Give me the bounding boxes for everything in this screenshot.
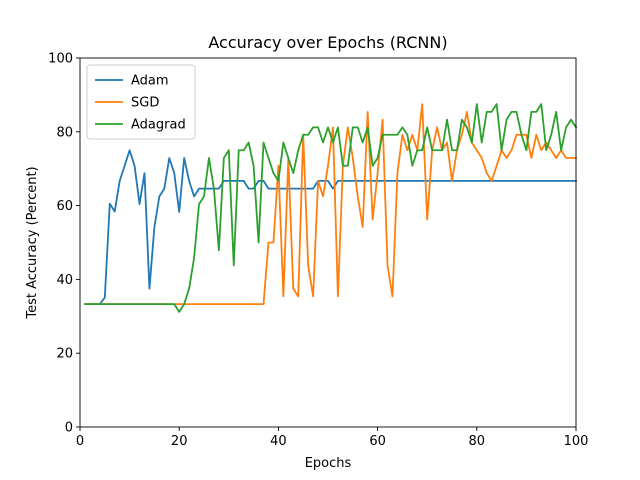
x-axis-title: Epochs: [305, 456, 352, 471]
x-tick-label: 80: [469, 434, 486, 449]
y-axis-title: Test Accuracy (Percent): [25, 166, 40, 319]
y-tick-label: 80: [56, 125, 73, 140]
x-tick-label: 100: [564, 434, 589, 449]
x-tick-label: 0: [76, 434, 84, 449]
axes-frame: [79, 57, 577, 428]
series-line-adam: [84, 149, 577, 306]
x-tick-label: 20: [171, 434, 188, 449]
legend-label-adam: Adam: [131, 74, 169, 89]
y-tick-label: 60: [56, 199, 73, 214]
series-lines: [84, 103, 578, 313]
axis-ticks: 0 20 40 60 80 100 0 20 40 60 80 100: [48, 52, 588, 450]
x-tick-label: 40: [270, 434, 287, 449]
series-line-adagrad: [84, 103, 578, 313]
x-tick-label: 60: [369, 434, 386, 449]
legend: Adam SGD Adagrad: [86, 64, 196, 140]
y-tick-label: 40: [56, 273, 73, 288]
chart-title: Accuracy over Epochs (RCNN): [208, 33, 447, 52]
y-tick-label: 0: [65, 421, 73, 436]
legend-label-sgd: SGD: [131, 96, 159, 111]
y-tick-label: 20: [56, 347, 73, 362]
legend-label-adagrad: Adagrad: [131, 118, 186, 133]
axis-spines: [79, 57, 577, 428]
y-tick-label: 100: [48, 52, 73, 67]
legend-box: [86, 64, 196, 140]
